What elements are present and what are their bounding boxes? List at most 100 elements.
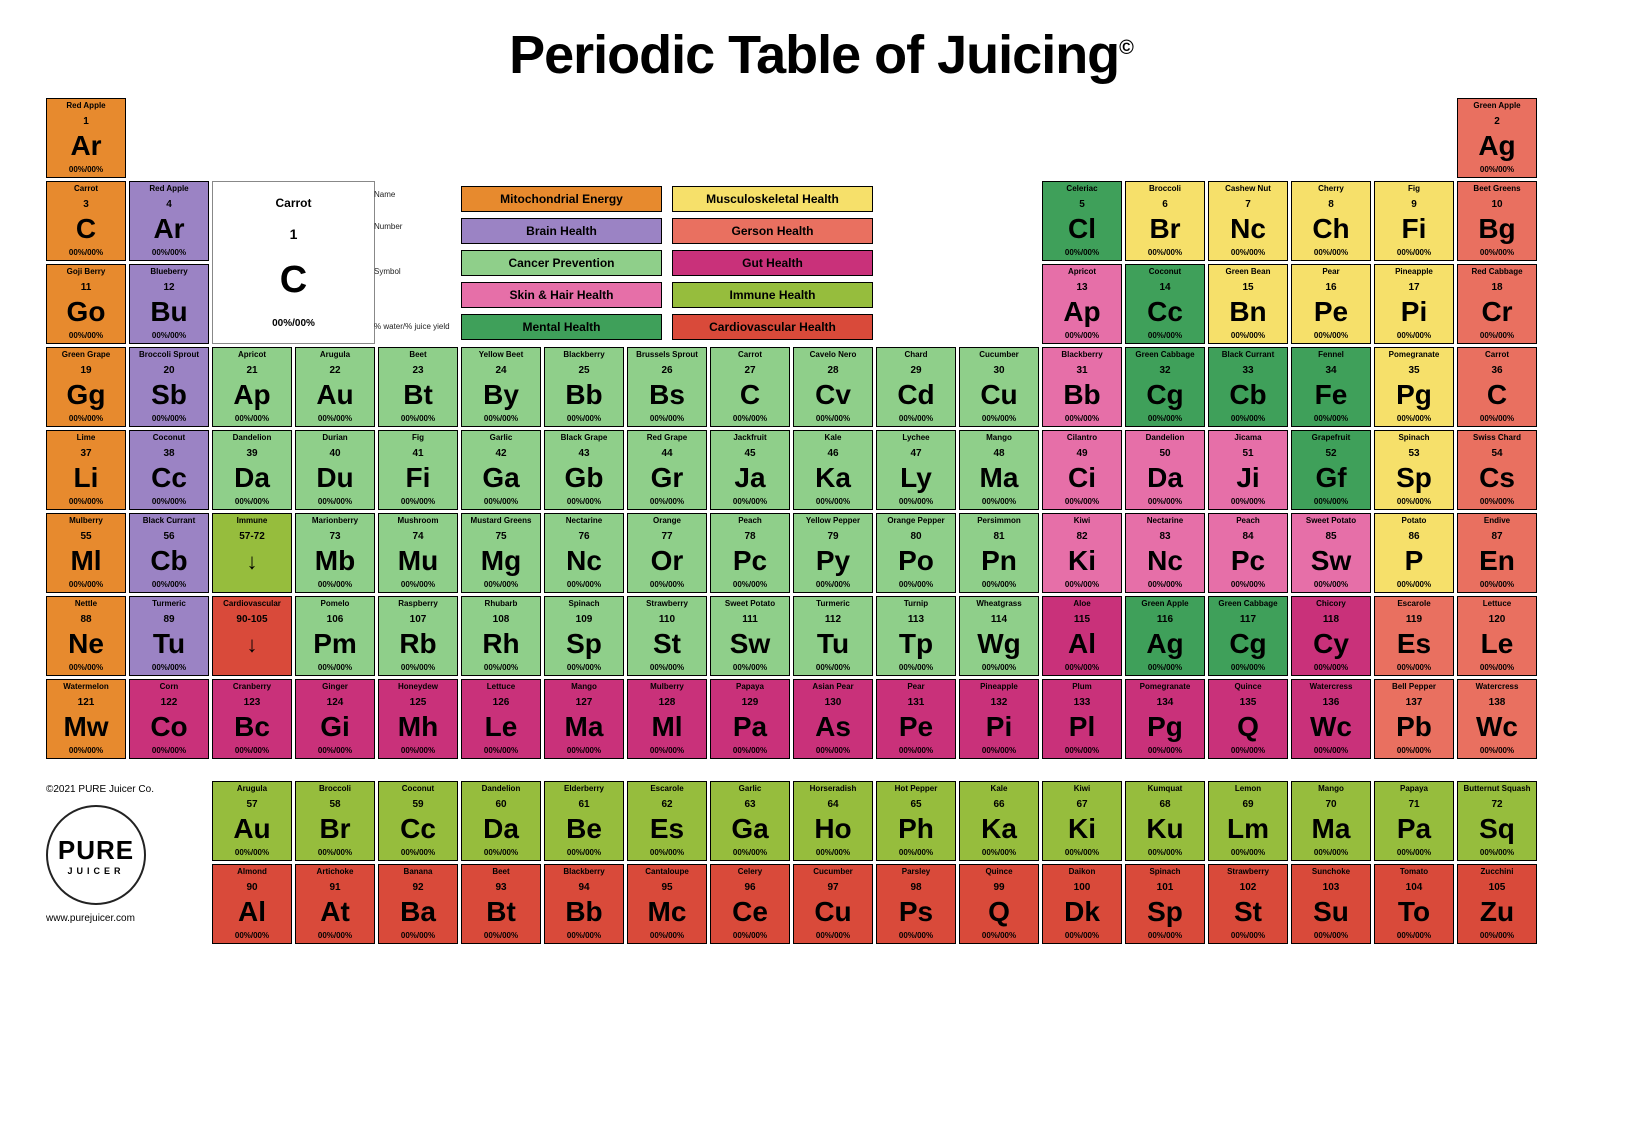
cell-percent: 00%/00% [1480,166,1514,174]
element-cell: Goji Berry11Go00%/00% [46,264,126,344]
cell-name: Yellow Pepper [806,517,860,525]
cell-symbol: At [320,898,350,926]
cell-percent: 00%/00% [401,581,435,589]
cell-name: Bell Pepper [1392,683,1436,691]
element-cell: Quince99Q00%/00% [959,864,1039,944]
element-cell: Pineapple132Pi00%/00% [959,679,1039,759]
cell-number: 70 [1325,800,1336,810]
cell-percent: 00%/00% [1397,849,1431,857]
cell-percent: 00%/00% [650,415,684,423]
cell-percent: 00%/00% [899,498,933,506]
cell-number: 42 [495,449,506,459]
key-label-percent: % water/% juice yield [374,322,450,331]
cell-name: Celeriac [1066,185,1097,193]
cell-percent: 00%/00% [401,747,435,755]
cell-name: Green Cabbage [1135,351,1194,359]
cell-name: Parsley [902,868,930,876]
cell-name: Arugula [320,351,350,359]
cell-number: 134 [1157,698,1174,708]
cell-name: Fig [412,434,424,442]
element-cell: Brussels Sprout26Bs00%/00% [627,347,707,427]
cell-symbol: Bt [486,898,516,926]
cell-name: Brussels Sprout [636,351,698,359]
cell-name: Lettuce [487,683,515,691]
element-cell: Immune57-72↓ [212,513,292,593]
element-cell: Mango127Ma00%/00% [544,679,624,759]
element-cell: Papaya71Pa00%/00% [1374,781,1454,861]
element-cell: Fennel34Fe00%/00% [1291,347,1371,427]
cell-symbol: Pa [733,713,767,741]
cell-name: Quince [1234,683,1261,691]
cell-name: Nectarine [566,517,602,525]
cell-percent: 00%/00% [1314,664,1348,672]
cell-percent: 00%/00% [982,581,1016,589]
cell-symbol: Ma [565,713,604,741]
cell-number: 112 [825,615,841,625]
cell-name: Potato [1402,517,1427,525]
cell-number: 59 [412,800,423,810]
cell-percent: 00%/00% [484,581,518,589]
cell-number: 4 [166,200,172,210]
cell-symbol: Gf [1315,464,1346,492]
cell-number: 66 [993,800,1004,810]
cell-percent: 00%/00% [733,498,767,506]
cell-name: Sweet Potato [1306,517,1356,525]
cell-percent: 00%/00% [1314,581,1348,589]
cell-symbol: En [1479,547,1515,575]
cell-name: Black Grape [561,434,608,442]
element-cell: Ginger124Gi00%/00% [295,679,375,759]
cell-symbol: As [815,713,851,741]
cell-name: Strawberry [1227,868,1269,876]
cell-name: Sunchoke [1312,868,1350,876]
cell-symbol: Ph [898,815,934,843]
cell-percent: 00%/00% [1231,249,1265,257]
cell-name: Artichoke [317,868,354,876]
cell-number: 115 [1074,615,1090,625]
cell-symbol: Pm [313,630,357,658]
cell-percent: 00%/00% [152,581,186,589]
cell-symbol: Al [1068,630,1096,658]
cell-symbol: Nc [1147,547,1183,575]
cell-percent: 00%/00% [1314,249,1348,257]
element-cell: Endive87En00%/00% [1457,513,1537,593]
cell-percent: 00%/00% [235,498,269,506]
cell-percent: 00%/00% [1231,498,1265,506]
cell-symbol: Mw [63,713,108,741]
cell-percent: 00%/00% [567,747,601,755]
cell-number: 34 [1325,366,1336,376]
cell-name: Coconut [153,434,185,442]
element-cell: Yellow Pepper79Py00%/00% [793,513,873,593]
cell-number: 75 [495,532,506,542]
cell-number: 7 [1245,200,1251,210]
footer-periodic-grid: Arugula57Au00%/00%Broccoli58Br00%/00%Coc… [212,781,1596,944]
cell-number: 26 [661,366,672,376]
cell-number: 74 [412,532,423,542]
cell-symbol: Rh [482,630,519,658]
cell-number: 67 [1076,800,1087,810]
cell-percent: 00%/00% [1397,498,1431,506]
cell-name: Blackberry [1061,351,1102,359]
cell-number: 12 [163,283,174,293]
cell-symbol: Ag [1146,630,1183,658]
element-cell: Green Cabbage117Cg00%/00% [1208,596,1288,676]
cell-name: Cucumber [979,351,1019,359]
cell-symbol: Wc [1476,713,1518,741]
cell-percent: 00%/00% [1148,581,1182,589]
cell-number: 52 [1325,449,1336,459]
cell-number: 135 [1240,698,1257,708]
cell-number: 14 [1159,283,1170,293]
cell-percent: 00%/00% [816,498,850,506]
element-cell: Almond90Al00%/00% [212,864,292,944]
cell-percent: 00%/00% [982,415,1016,423]
cell-number: 107 [410,615,427,625]
logo-text-top: PURE [58,835,134,866]
cell-percent: 00%/00% [1314,498,1348,506]
element-cell: Garlic63Ga00%/00% [710,781,790,861]
cell-name: Lychee [902,434,929,442]
arrow-down-icon: ↓ [247,632,258,658]
cell-number: 15 [1242,283,1253,293]
cell-name: Pomegranate [1140,683,1191,691]
cell-percent: 00%/00% [318,581,352,589]
cell-number: 43 [578,449,589,459]
cell-name: Sweet Potato [725,600,775,608]
